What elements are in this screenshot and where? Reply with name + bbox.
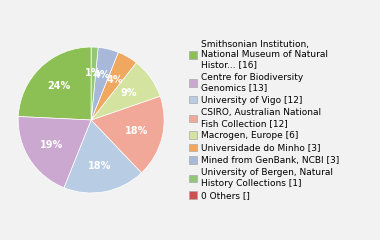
Wedge shape bbox=[91, 52, 136, 120]
Wedge shape bbox=[91, 47, 98, 120]
Text: 9%: 9% bbox=[121, 88, 138, 98]
Legend: Smithsonian Institution,
National Museum of Natural
Histor... [16], Centre for B: Smithsonian Institution, National Museum… bbox=[187, 38, 341, 202]
Text: 4%: 4% bbox=[106, 75, 123, 84]
Text: 19%: 19% bbox=[40, 140, 63, 150]
Text: 1%: 1% bbox=[85, 68, 102, 78]
Wedge shape bbox=[64, 120, 141, 193]
Wedge shape bbox=[18, 47, 91, 120]
Text: 18%: 18% bbox=[88, 161, 112, 171]
Wedge shape bbox=[91, 96, 164, 173]
Text: 24%: 24% bbox=[48, 81, 71, 91]
Wedge shape bbox=[18, 117, 91, 188]
Text: 18%: 18% bbox=[125, 126, 148, 136]
Text: 4%: 4% bbox=[94, 70, 111, 80]
Wedge shape bbox=[91, 47, 118, 120]
Wedge shape bbox=[91, 63, 160, 120]
